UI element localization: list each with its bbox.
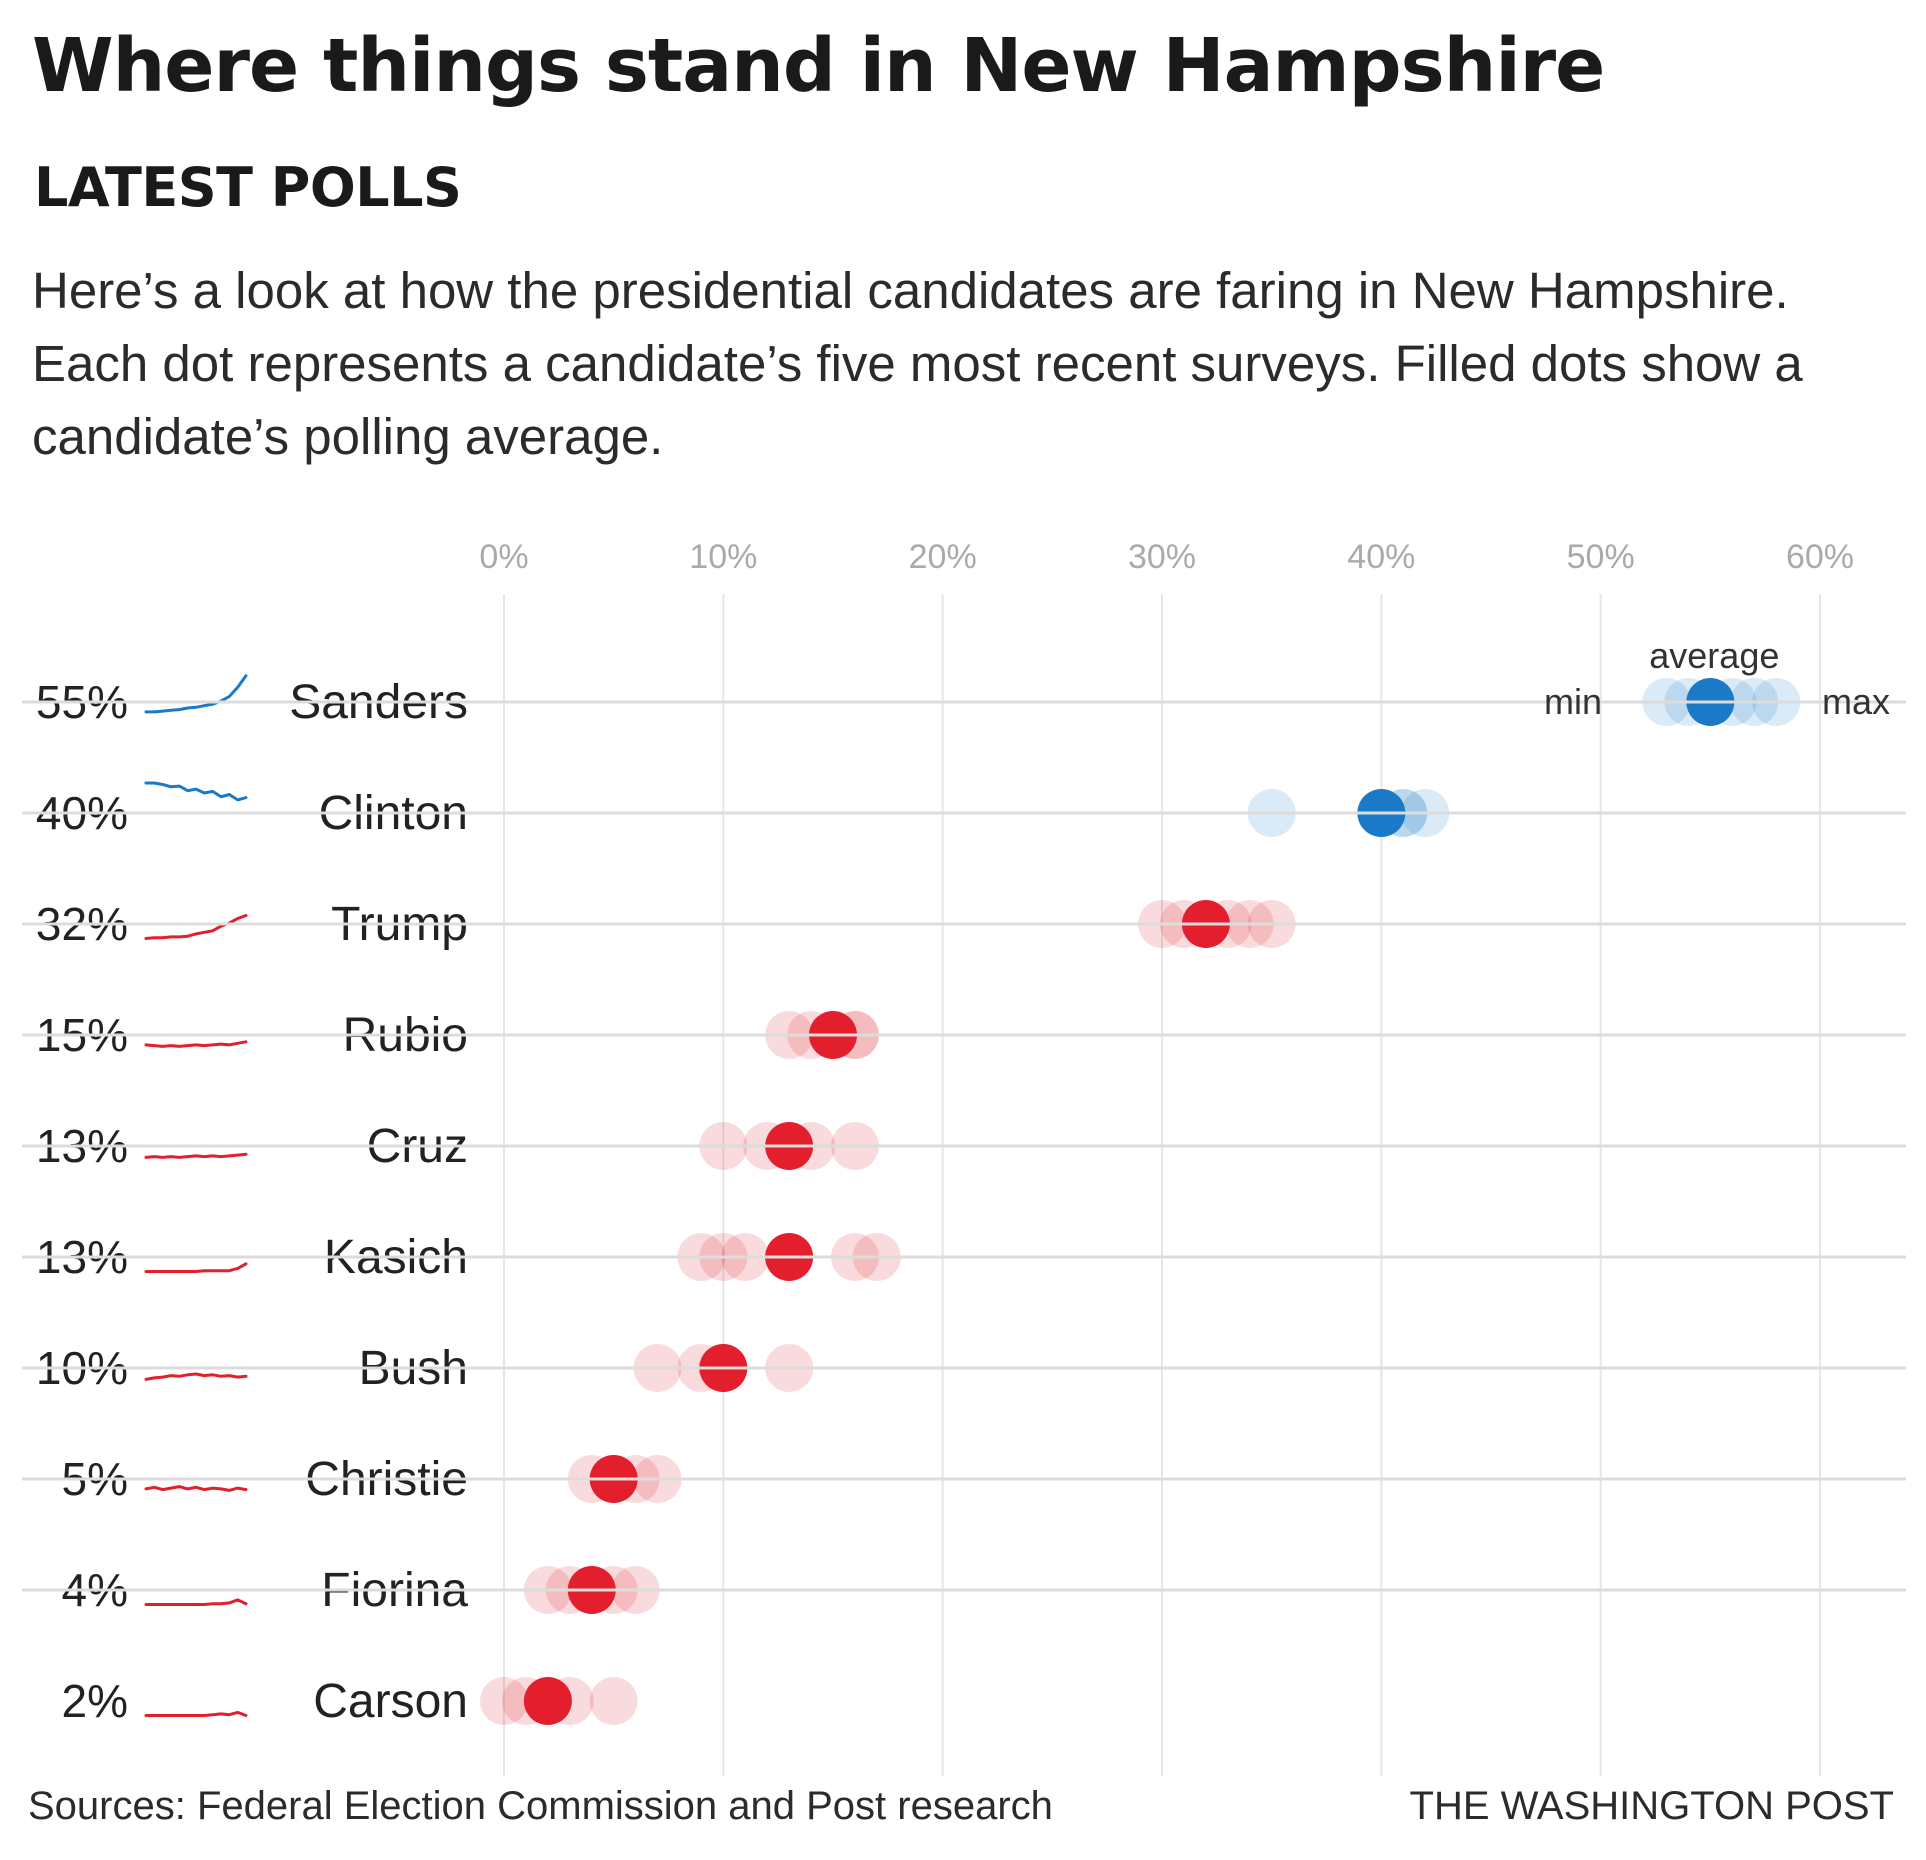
trend-sparkline — [144, 781, 248, 802]
legend-min-label: min — [1544, 681, 1602, 722]
x-tick-label: 20% — [909, 538, 977, 576]
poll-dot — [589, 1677, 638, 1725]
legend-average-label: average — [1649, 635, 1779, 676]
trend-sparkline — [144, 914, 248, 940]
x-tick-label: 30% — [1128, 538, 1196, 576]
trend-sparkline — [144, 1598, 248, 1606]
trend-sparkline — [144, 1262, 248, 1273]
average-dot — [523, 1677, 572, 1725]
publisher-credit: THE WASHINGTON POST — [1409, 1784, 1894, 1828]
x-tick-label: 60% — [1786, 538, 1854, 576]
chart-subtitle: LATEST POLLS — [34, 156, 462, 219]
x-tick-label: 0% — [479, 538, 528, 576]
poll-dot — [480, 1677, 528, 1725]
x-tick-label: 10% — [689, 538, 757, 576]
source-note: Sources: Federal Election Commission and… — [28, 1784, 1053, 1828]
average-label: 2% — [62, 1675, 128, 1727]
chart-description: Here’s a look at how the presidential ca… — [32, 262, 1803, 465]
trend-sparkline — [144, 1372, 248, 1381]
trend-sparkline — [144, 1710, 248, 1717]
x-tick-label: 50% — [1567, 538, 1635, 576]
chart-title: Where things stand in New Hampshire — [32, 23, 1605, 109]
trend-sparkline — [144, 1485, 248, 1492]
trend-sparkline — [144, 674, 248, 714]
trend-sparkline — [144, 1040, 248, 1048]
candidate-name: Carson — [313, 1675, 468, 1728]
legend-max-label: max — [1822, 681, 1890, 722]
trend-sparkline — [144, 1152, 248, 1159]
x-tick-label: 40% — [1347, 538, 1415, 576]
